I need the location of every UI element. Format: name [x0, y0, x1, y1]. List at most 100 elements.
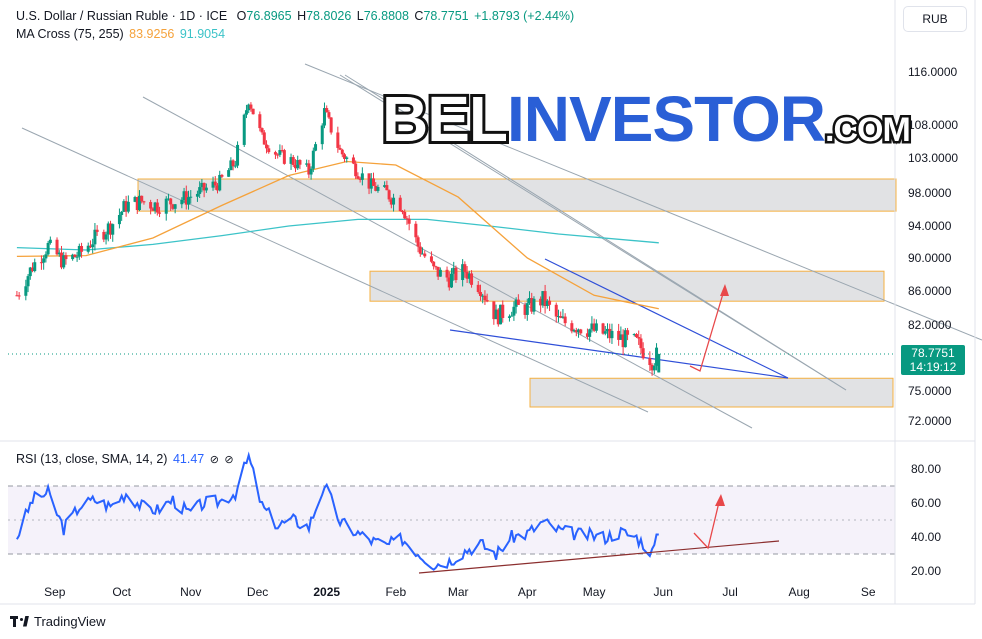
rsi-legend[interactable]: RSI (13, close, SMA, 14, 2) 41.47 ⊘ ⊘ — [16, 452, 236, 466]
time-tick-label: Apr — [518, 585, 537, 599]
candle-body — [510, 315, 514, 317]
candle-body — [541, 291, 545, 306]
wedge-upper-line — [544, 258, 789, 379]
candle-body — [204, 187, 208, 191]
candle-body — [483, 295, 487, 301]
price-tick-label: 94.0000 — [908, 219, 952, 233]
candle-body — [220, 174, 224, 177]
candle-body — [438, 269, 442, 277]
candle-body — [423, 253, 427, 257]
candle-body — [187, 197, 191, 205]
time-tick-label: May — [583, 585, 606, 599]
candle-body — [142, 201, 146, 203]
candle-body — [619, 334, 623, 340]
candle-body — [218, 174, 222, 191]
candle-body — [202, 182, 206, 191]
candle-body — [434, 266, 438, 268]
candle-body — [336, 132, 340, 148]
candle-body — [585, 333, 589, 337]
time-tick-label: Jun — [654, 585, 673, 599]
candle-body — [523, 304, 527, 315]
rsi-tick-label: 60.00 — [911, 496, 941, 510]
candle-body — [512, 306, 516, 316]
candle-body — [293, 164, 297, 169]
candle-body — [617, 330, 621, 340]
candle-body — [211, 181, 215, 188]
candle-body — [360, 173, 364, 180]
candle-body — [650, 365, 654, 371]
candle-body — [371, 178, 375, 186]
candle-body — [184, 191, 188, 205]
candle-body — [322, 108, 326, 126]
candle-body — [478, 291, 482, 297]
candle-body — [418, 246, 422, 254]
candle-body — [592, 323, 596, 331]
candle-body — [258, 114, 262, 129]
candle-body — [104, 234, 108, 240]
candle-body — [354, 163, 358, 177]
price-tick-label: 82.0000 — [908, 318, 952, 332]
candle-body — [48, 239, 52, 243]
candle-body — [122, 201, 126, 212]
candle-body — [200, 182, 204, 188]
candle-body — [556, 316, 560, 318]
candle-body — [262, 132, 266, 145]
trend-line — [142, 96, 753, 429]
candle-body — [634, 334, 638, 338]
candle-body — [307, 163, 311, 175]
ma-fast-value: 83.9256 — [129, 27, 175, 41]
eye-off-icon[interactable]: ⊘ — [224, 454, 234, 466]
trend-line — [344, 74, 847, 391]
candle-body — [476, 284, 480, 292]
close-value: 78.7751 — [423, 9, 469, 23]
trend-line — [21, 127, 649, 413]
candle-body — [621, 334, 625, 348]
time-tick-label: Oct — [112, 585, 131, 599]
rsi-tick-label: 80.00 — [911, 462, 941, 476]
candle-body — [639, 338, 643, 349]
candle-body — [231, 160, 235, 167]
high-label: H — [297, 9, 307, 23]
candle-body — [151, 208, 155, 211]
eye-off-icon[interactable]: ⊘ — [209, 454, 219, 466]
ma-label: MA Cross (75, 255) — [16, 27, 124, 41]
tradingview-logo[interactable]: TradingView — [10, 614, 106, 629]
candle-body — [454, 267, 458, 281]
candle-body — [276, 154, 280, 156]
low-value: 76.8808 — [363, 9, 409, 23]
candle-body — [452, 267, 456, 274]
candle-body — [421, 253, 425, 255]
candle-body — [470, 273, 474, 285]
candle-body — [42, 258, 46, 263]
candle-body — [623, 330, 627, 348]
candle-body — [158, 212, 162, 214]
candle-body — [120, 211, 124, 216]
candle-body — [62, 255, 66, 268]
symbol-legend[interactable]: U.S. Dollar / Russian Ruble · 1D · ICE O… — [16, 9, 576, 23]
candle-body — [135, 197, 139, 211]
candle-body — [182, 191, 186, 200]
candle-body — [93, 229, 97, 245]
candle-body — [278, 150, 282, 155]
support-resistance-zone — [529, 377, 894, 408]
candle-body — [298, 160, 302, 165]
candle-body — [492, 301, 496, 320]
candle-body — [46, 242, 50, 255]
close-label: C — [414, 9, 424, 23]
candle-body — [400, 211, 404, 213]
candle-body — [102, 231, 106, 240]
candle-body — [447, 277, 451, 288]
candle-body — [15, 295, 19, 297]
rsi-projection-arrow-head — [715, 494, 725, 506]
candle-body — [338, 147, 342, 150]
candle-body — [345, 157, 349, 159]
ma-legend[interactable]: MA Cross (75, 255) 83.9256 91.9054 — [16, 27, 227, 41]
currency-unit-button[interactable]: RUB — [903, 6, 967, 32]
candle-body — [641, 348, 645, 359]
rsi-tick-label: 40.00 — [911, 530, 941, 544]
candle-body — [572, 330, 576, 332]
candle-body — [652, 365, 656, 371]
candle-body — [461, 264, 465, 281]
axes: 116.0000 108.0000 103.0000 98.0000 94.0000 90… — [0, 0, 976, 605]
